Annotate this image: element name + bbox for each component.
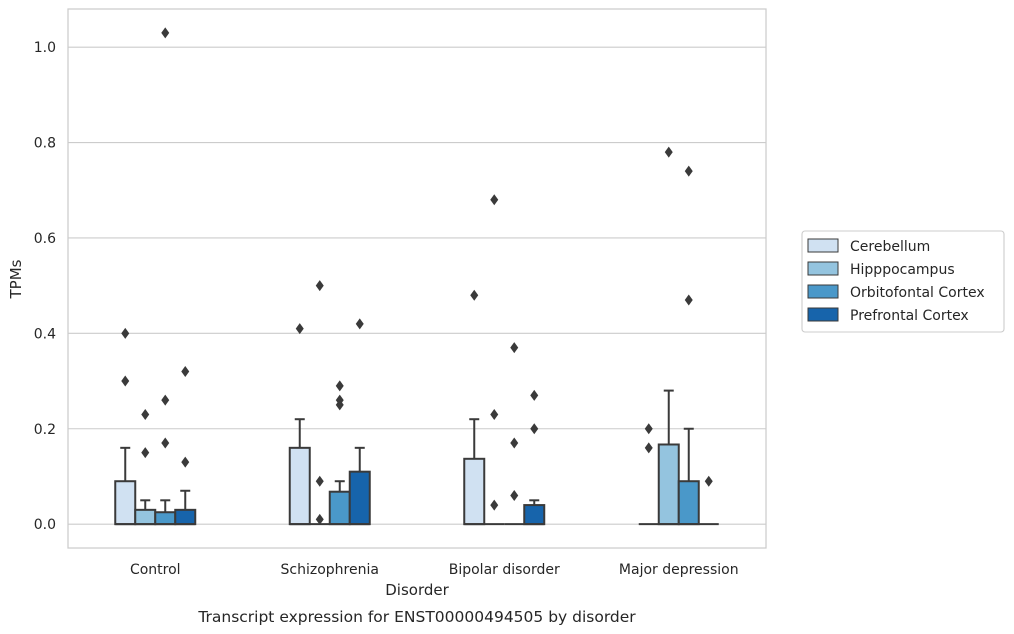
legend-swatch xyxy=(807,307,839,322)
box-hipppocampus xyxy=(134,408,157,526)
legend-label: Hipppocampus xyxy=(850,262,955,278)
y-tick-label: 1.0 xyxy=(34,40,56,56)
outlier-point xyxy=(644,423,653,435)
outlier-point xyxy=(315,280,324,292)
outlier-point xyxy=(355,318,364,330)
box-body xyxy=(288,446,311,526)
y-axis-label: TPMs xyxy=(7,259,25,299)
box-orbitofontal-cortex xyxy=(328,380,351,526)
box-series xyxy=(114,27,719,526)
box-body xyxy=(328,490,351,526)
chart-title: Transcript expression for ENST0000049450… xyxy=(197,608,636,626)
legend-swatch xyxy=(807,284,839,299)
box-cerebellum xyxy=(114,327,137,526)
outlier-point xyxy=(141,408,150,420)
box-cerebellum xyxy=(463,289,486,526)
box-hipppocampus xyxy=(309,280,330,526)
outlier-point xyxy=(470,289,479,301)
outlier-point xyxy=(141,447,150,459)
y-tick-label: 0.0 xyxy=(34,517,56,533)
outlier-point xyxy=(530,423,539,435)
legend-label: Orbitofontal Cortex xyxy=(850,285,985,301)
box-body xyxy=(677,480,700,526)
outlier-point xyxy=(181,366,190,378)
outlier-point xyxy=(161,437,170,449)
x-axis-ticks: Control Schizophrenia Bipolar disorder Majo… xyxy=(130,562,739,578)
box-cerebellum xyxy=(288,323,311,526)
outlier-point xyxy=(510,490,519,502)
outlier-point xyxy=(664,146,673,158)
outlier-point xyxy=(315,475,324,487)
outlier-point xyxy=(295,323,304,335)
box-body xyxy=(174,508,197,526)
x-axis-label: Disorder xyxy=(385,581,449,599)
y-tick-label: 0.2 xyxy=(34,422,56,438)
y-tick-label: 0.4 xyxy=(34,326,56,342)
box-prefrontal-cortex xyxy=(698,475,719,526)
x-tick-label: Bipolar disorder xyxy=(449,562,560,578)
legend-label: Cerebellum xyxy=(850,239,930,255)
outlier-point xyxy=(315,513,324,525)
outlier-point xyxy=(684,294,693,306)
box-body xyxy=(348,470,371,526)
plot-frame xyxy=(67,8,767,549)
box-prefrontal-cortex xyxy=(523,389,546,526)
box-body xyxy=(114,480,137,526)
outlier-point xyxy=(121,375,130,387)
outlier-point xyxy=(335,380,344,392)
box-body xyxy=(463,457,486,526)
y-axis-ticks: 0.0 0.2 0.4 0.6 0.8 1.0 xyxy=(34,40,56,533)
outlier-point xyxy=(161,27,170,39)
x-tick-label: Major depression xyxy=(619,562,739,578)
box-orbitofontal-cortex xyxy=(504,342,525,526)
x-tick-label: Schizophrenia xyxy=(281,562,379,578)
outlier-point xyxy=(510,342,519,354)
legend: Cerebellum Hipppocampus Orbitofontal Corte… xyxy=(801,230,1005,333)
legend-frame xyxy=(801,230,1005,333)
outlier-point xyxy=(510,437,519,449)
box-body xyxy=(523,504,546,526)
outlier-point xyxy=(490,194,499,206)
box-cerebellum xyxy=(638,423,659,526)
outlier-point xyxy=(684,165,693,177)
outlier-point xyxy=(530,389,539,401)
y-tick-label: 0.8 xyxy=(34,136,56,152)
outlier-point xyxy=(161,394,170,406)
box-hipppocampus xyxy=(657,146,680,526)
outlier-point xyxy=(181,456,190,468)
legend-swatch xyxy=(807,261,839,276)
box-prefrontal-cortex xyxy=(348,318,371,526)
box-orbitofontal-cortex xyxy=(677,165,700,526)
outlier-point xyxy=(121,327,130,339)
box-prefrontal-cortex xyxy=(174,366,197,526)
box-body xyxy=(154,511,177,526)
outlier-point xyxy=(335,394,344,406)
box-hipppocampus xyxy=(484,194,505,526)
outlier-point xyxy=(490,408,499,420)
outlier-point xyxy=(490,499,499,511)
y-tick-label: 0.6 xyxy=(34,231,56,247)
outlier-point xyxy=(704,475,713,487)
outlier-point xyxy=(644,442,653,454)
legend-swatch xyxy=(807,238,839,253)
x-tick-label: Control xyxy=(130,562,181,578)
box-orbitofontal-cortex xyxy=(154,27,177,526)
legend-label: Prefrontal Cortex xyxy=(850,308,969,324)
box-body xyxy=(134,508,157,526)
box-body xyxy=(657,443,680,526)
